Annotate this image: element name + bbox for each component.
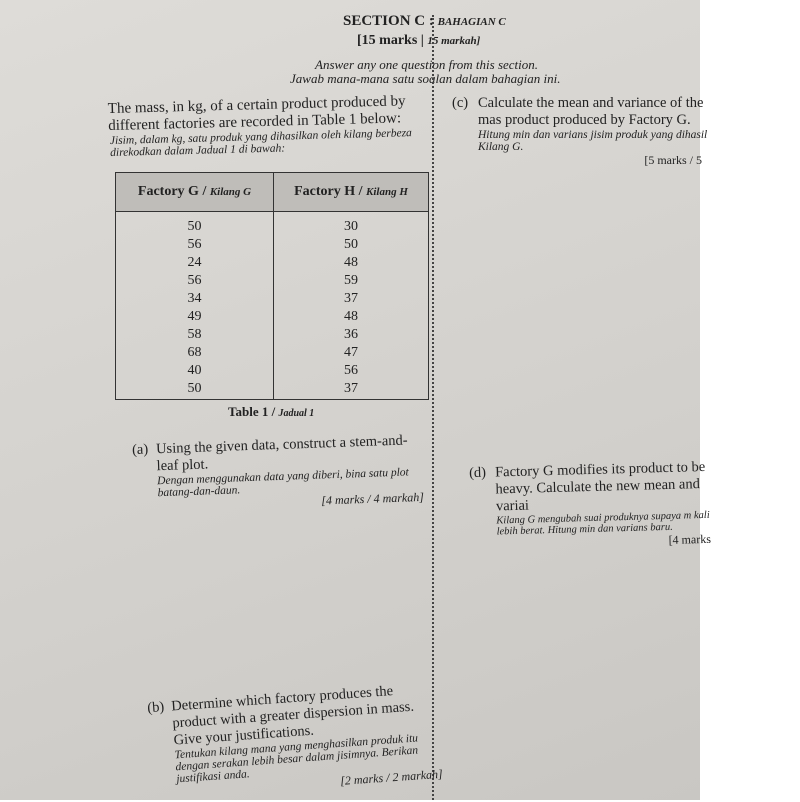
- factory-g-value: 68: [187, 345, 202, 360]
- exam-paper: SECTION C : BAHAGIAN C [15 marks | 15 ma…: [0, 0, 711, 800]
- factory-g-value: 56: [187, 237, 202, 252]
- question-b: (b) Determine which factory produces the …: [146, 683, 444, 788]
- factory-h-value: 56: [344, 363, 358, 378]
- factory-g-value: 40: [187, 363, 202, 378]
- factory-h-values: 30 50 48 59 37 48 36 47 56 37: [274, 212, 429, 400]
- factory-g-value: 34: [187, 291, 202, 306]
- header-factory-g: Factory G / Kilang G: [115, 172, 274, 212]
- factory-h-value: 36: [344, 327, 358, 342]
- column-divider: [432, 15, 434, 800]
- question-a: (a) Using the given data, construct a ste…: [131, 432, 425, 508]
- factory-g-value: 56: [187, 273, 202, 288]
- factory-h-value: 48: [344, 255, 358, 270]
- factory-h-value: 48: [344, 309, 358, 324]
- section-title-ms: BAHAGIAN C: [437, 16, 506, 28]
- factory-h-value: 30: [344, 219, 358, 234]
- factory-g-value: 24: [187, 255, 202, 270]
- factory-h-value: 37: [344, 291, 358, 306]
- section-marks: [15 marks | 15 markah]: [357, 33, 481, 48]
- section-title: SECTION C : BAHAGIAN C: [343, 13, 506, 29]
- data-table: Factory G / Kilang G Factory H / Kilang …: [115, 172, 429, 400]
- factory-h-value: 37: [344, 381, 358, 396]
- factory-g-value: 50: [187, 219, 202, 234]
- factory-g-value: 50: [187, 381, 202, 396]
- header-factory-h: Factory H / Kilang H: [273, 172, 429, 212]
- marks-en: [15 marks: [357, 33, 418, 48]
- factory-g-values: 50 56 24 56 34 49 58 68 40 50: [115, 211, 274, 400]
- table-caption: Table 1 / Jadual 1: [228, 404, 315, 419]
- factory-h-value: 59: [344, 273, 358, 288]
- factory-g-value: 49: [187, 309, 202, 324]
- factory-h-value: 50: [344, 237, 358, 252]
- marks-ms: 15 markah]: [427, 35, 481, 47]
- factory-h-value: 47: [344, 345, 358, 360]
- instruction-ms: Jawab mana-mana satu soalan dalam bahagi…: [290, 71, 561, 86]
- instruction: Answer any one question from this sectio…: [315, 57, 539, 72]
- question-d: (d) Factory G modifies its product to be …: [468, 458, 712, 547]
- question-c: (c) Calculate the mean and variance of th…: [452, 95, 708, 167]
- section-title-en: SECTION C: [343, 13, 426, 29]
- factory-g-value: 58: [187, 327, 202, 342]
